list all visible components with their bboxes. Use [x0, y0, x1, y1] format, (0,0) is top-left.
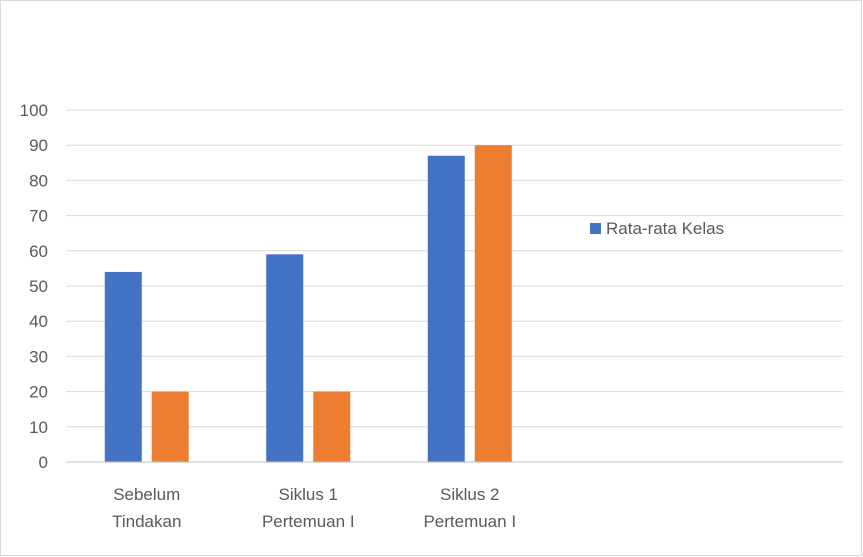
legend-label: Rata-rata Kelas — [606, 219, 724, 238]
y-tick-label: 0 — [39, 453, 48, 472]
x-tick-label: Pertemuan I — [262, 512, 355, 531]
x-tick-label: Siklus 2 — [440, 485, 500, 504]
y-tick-label: 30 — [29, 347, 48, 366]
x-tick-label: Tindakan — [112, 512, 181, 531]
bar-series1-cat2 — [266, 254, 304, 462]
legend-swatch — [590, 223, 601, 234]
y-tick-label: 70 — [29, 207, 48, 226]
y-tick-label: 60 — [29, 242, 48, 261]
bar-series2-cat1 — [151, 391, 189, 462]
y-tick-label: 50 — [29, 277, 48, 296]
bar-series1-cat1 — [104, 271, 142, 462]
x-axis-ticks: Sebelum Tindakan Siklus 1 Pertemuan I Siklus… — [112, 485, 516, 531]
bar-series2-cat3 — [474, 145, 512, 462]
y-tick-label: 80 — [29, 171, 48, 190]
x-tick-label: Siklus 1 — [278, 485, 338, 504]
y-axis-ticks: 0 10 20 30 40 50 60 70 80 90 100 — [20, 101, 48, 472]
y-tick-label: 20 — [29, 383, 48, 402]
legend: Rata-rata Kelas — [590, 219, 724, 238]
x-tick-label: Pertemuan I — [423, 512, 516, 531]
gridlines — [66, 109, 843, 428]
bars — [104, 145, 512, 462]
bar-series2-cat2 — [313, 391, 351, 462]
bar-series1-cat3 — [427, 155, 465, 462]
y-tick-label: 90 — [29, 136, 48, 155]
y-tick-label: 100 — [20, 101, 48, 120]
y-tick-label: 40 — [29, 312, 48, 331]
x-tick-label: Sebelum — [113, 485, 180, 504]
y-tick-label: 10 — [29, 418, 48, 437]
